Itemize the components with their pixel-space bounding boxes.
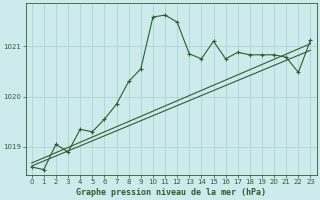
- X-axis label: Graphe pression niveau de la mer (hPa): Graphe pression niveau de la mer (hPa): [76, 188, 266, 197]
